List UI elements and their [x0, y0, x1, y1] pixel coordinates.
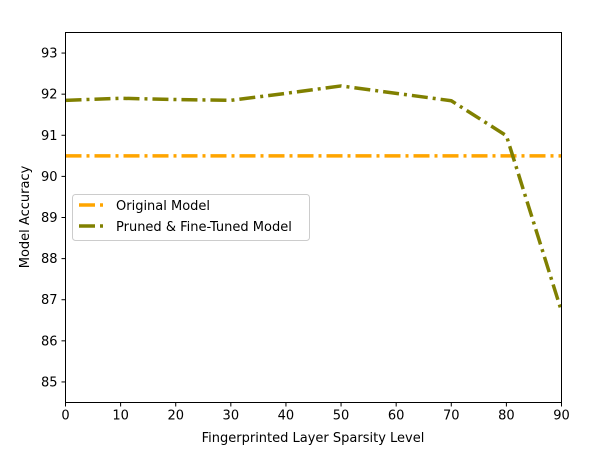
legend: Original Model Pruned & Fine-Tuned Model — [72, 194, 310, 241]
x-tick-label: 70 — [443, 409, 460, 424]
y-tick-label: 93 — [41, 47, 58, 62]
y-tick-label: 92 — [41, 88, 58, 103]
x-tick-label: 80 — [498, 409, 515, 424]
legend-label-original-model: Original Model — [116, 199, 210, 214]
x-tick-label: 60 — [388, 409, 405, 424]
y-tick-label: 88 — [41, 252, 58, 267]
x-tick-label: 50 — [333, 409, 350, 424]
y-tick-label: 87 — [41, 293, 58, 308]
x-tick-label: 90 — [553, 409, 570, 424]
y-tick-label: 86 — [41, 334, 58, 349]
y-axis-label: Model Accuracy — [18, 165, 33, 268]
legend-label-pruned-fine-tuned-model: Pruned & Fine-Tuned Model — [116, 220, 292, 235]
x-tick-label: 20 — [167, 409, 184, 424]
y-axis: 85 86 87 88 89 90 91 92 93 — [41, 47, 66, 390]
legend-frame — [72, 194, 310, 241]
y-tick-label: 85 — [41, 375, 58, 390]
x-tick-label: 30 — [223, 409, 240, 424]
y-tick-label: 91 — [41, 129, 58, 144]
series-line-1 — [65, 84, 562, 312]
x-tick-label: 40 — [278, 409, 295, 424]
x-tick-label: 10 — [112, 409, 129, 424]
y-tick-label: 89 — [41, 211, 58, 226]
x-axis-label: Fingerprinted Layer Sparsity Level — [202, 431, 425, 446]
x-axis: 0 10 20 30 40 50 60 70 80 90 — [61, 402, 570, 424]
plot-lines — [65, 84, 562, 312]
y-tick-label: 90 — [41, 170, 58, 185]
x-tick-label: 0 — [61, 409, 69, 424]
